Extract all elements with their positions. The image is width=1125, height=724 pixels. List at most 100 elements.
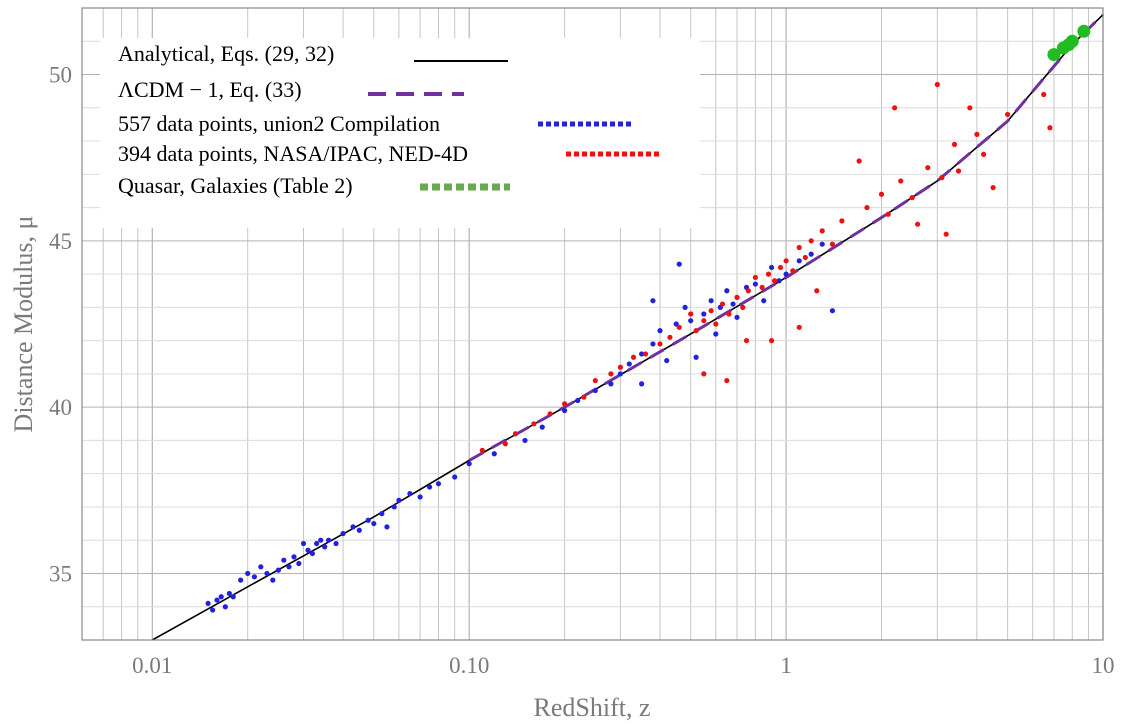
- union2-point: [693, 354, 699, 360]
- quasar-point: [1077, 24, 1091, 38]
- union2-point: [819, 241, 825, 247]
- ned4d-point: [934, 81, 940, 88]
- ned4d-point: [667, 334, 673, 340]
- union2-point: [539, 424, 545, 430]
- data-points: [205, 24, 1091, 613]
- union2-point: [305, 547, 311, 553]
- plot-frame: [81, 7, 1104, 641]
- union2-point: [730, 301, 736, 307]
- ned4d-point: [909, 195, 915, 201]
- x-axis-title: RedShift, z: [534, 693, 651, 722]
- union2-point: [325, 537, 332, 543]
- legend-label-analytical: Analytical, Eqs. (29, 32): [118, 41, 334, 66]
- ned4d-point: [676, 324, 682, 330]
- union2-point: [682, 304, 688, 310]
- union2-point: [713, 331, 719, 337]
- union2-point: [318, 537, 324, 543]
- union2-point: [314, 540, 320, 547]
- union2-point: [491, 451, 497, 457]
- union2-point: [300, 540, 307, 547]
- ned4d-point: [943, 231, 949, 237]
- union2-point: [650, 298, 656, 304]
- ned4d-point: [752, 274, 758, 281]
- union2-point: [396, 497, 402, 503]
- ned4d-point: [657, 341, 663, 347]
- union2-point: [205, 600, 211, 607]
- ned4d-point: [765, 271, 772, 277]
- union2-point: [296, 560, 302, 567]
- union2-point: [592, 387, 598, 394]
- ned4d-point: [479, 447, 485, 453]
- x-tick-label: 10: [1092, 653, 1115, 678]
- ned4d-point: [802, 254, 808, 261]
- ned4d-point: [808, 238, 814, 244]
- ned4d-point: [734, 294, 740, 300]
- union2-point: [769, 264, 775, 271]
- ned4d-point: [1041, 91, 1047, 98]
- ned4d-point: [688, 311, 694, 317]
- union2-point: [379, 510, 385, 517]
- union2-point: [365, 517, 371, 523]
- union2-point: [258, 564, 264, 570]
- legend-label-lcdm: ΛCDM − 1, Eq. (33): [118, 77, 302, 102]
- union2-point: [270, 577, 276, 583]
- y-tick-label: 50: [49, 63, 72, 88]
- ned4d-point: [608, 371, 614, 377]
- ned4d-point: [796, 324, 802, 330]
- union2-point: [617, 371, 624, 377]
- union2-point: [286, 564, 292, 570]
- ned4d-point: [856, 158, 862, 164]
- union2-point: [724, 288, 730, 294]
- ned4d-point: [790, 268, 796, 274]
- ned4d-point: [531, 421, 537, 427]
- ned4d-point: [892, 105, 898, 111]
- y-tick-label: 40: [49, 395, 72, 420]
- x-tick-label: 0.01: [132, 653, 172, 678]
- union2-point: [452, 474, 458, 480]
- union2-point: [214, 597, 220, 603]
- ned4d-point: [974, 131, 980, 137]
- ned4d-point: [1047, 125, 1053, 131]
- ned4d-point: [701, 371, 707, 377]
- quasar-point: [1047, 48, 1061, 62]
- ned4d-point: [740, 304, 746, 310]
- legend-label-union2: 557 data points, union2 Compilation: [118, 111, 440, 136]
- ned4d-point: [898, 178, 904, 184]
- ned4d-point: [547, 411, 553, 417]
- ned4d-point: [939, 175, 945, 181]
- ned4d-point: [772, 278, 778, 284]
- union2-point: [734, 314, 740, 320]
- union2-point: [808, 251, 814, 257]
- ned4d-point: [839, 218, 845, 224]
- union2-point: [371, 520, 377, 527]
- union2-point: [275, 567, 282, 573]
- ned4d-point: [783, 258, 789, 264]
- ned4d-point: [967, 105, 973, 111]
- ned4d-point: [745, 288, 751, 294]
- union2-point: [776, 278, 782, 284]
- union2-point: [657, 328, 663, 334]
- ned4d-point: [630, 354, 637, 360]
- union2-point: [238, 577, 244, 583]
- union2-point: [291, 554, 297, 560]
- union2-point: [575, 397, 581, 404]
- ned4d-point: [724, 377, 730, 384]
- union2-point: [639, 351, 645, 357]
- ned4d-point: [829, 241, 836, 247]
- union2-point: [245, 570, 251, 577]
- union2-point: [322, 544, 328, 550]
- union2-point: [522, 437, 528, 444]
- ned4d-point: [955, 168, 962, 174]
- legend-background: [100, 38, 700, 228]
- ned4d-point: [726, 311, 732, 317]
- union2-point: [664, 357, 670, 364]
- ned4d-point: [701, 318, 707, 324]
- union2-point: [281, 557, 287, 563]
- ned4d-point: [915, 221, 921, 227]
- union2-point: [230, 594, 236, 600]
- ned4d-point: [708, 308, 714, 314]
- union2-point: [676, 261, 682, 267]
- union2-point: [796, 258, 802, 264]
- ned4d-point: [777, 264, 784, 271]
- union2-point: [650, 341, 656, 347]
